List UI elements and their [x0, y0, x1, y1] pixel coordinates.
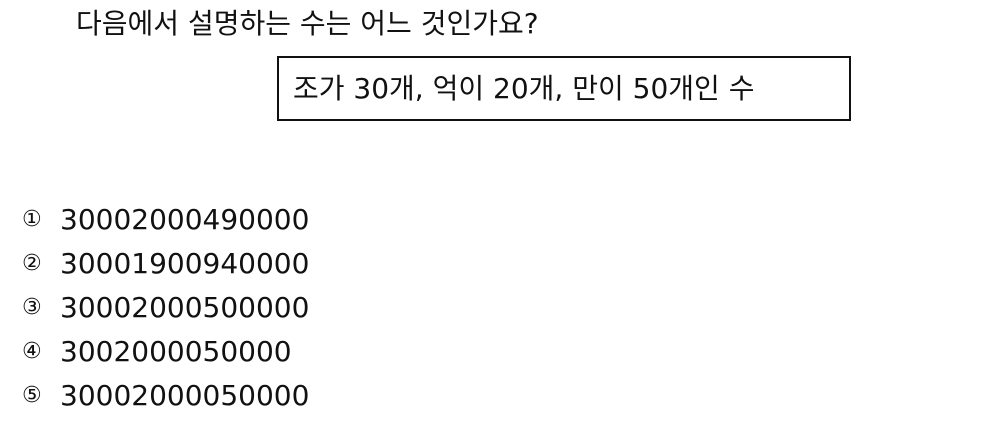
choice-marker: ⑤ [22, 383, 42, 408]
choice-1[interactable]: ① 30002000490000 [22, 198, 309, 242]
choice-marker: ② [22, 251, 42, 276]
choice-3[interactable]: ③ 30002000500000 [22, 286, 309, 330]
choice-value: 30002000050000 [60, 379, 310, 412]
choice-value: 30002000490000 [60, 203, 310, 236]
choice-marker: ③ [22, 295, 42, 320]
choice-marker: ④ [22, 339, 42, 364]
choice-5[interactable]: ⑤ 30002000050000 [22, 374, 309, 418]
question-text: 다음에서 설명하는 수는 어느 것인가요? [76, 7, 539, 40]
choice-value: 30002000500000 [60, 291, 310, 324]
condition-box: 조가 30개, 억이 20개, 만이 50개인 수 [277, 56, 851, 121]
answer-choices: ① 30002000490000 ② 30001900940000 ③ 3000… [22, 198, 309, 418]
choice-4[interactable]: ④ 3002000050000 [22, 330, 309, 374]
choice-2[interactable]: ② 30001900940000 [22, 242, 309, 286]
choice-value: 30001900940000 [60, 247, 310, 280]
choice-marker: ① [22, 207, 42, 232]
condition-text: 조가 30개, 억이 20개, 만이 50개인 수 [293, 72, 755, 105]
choice-value: 3002000050000 [60, 335, 292, 368]
